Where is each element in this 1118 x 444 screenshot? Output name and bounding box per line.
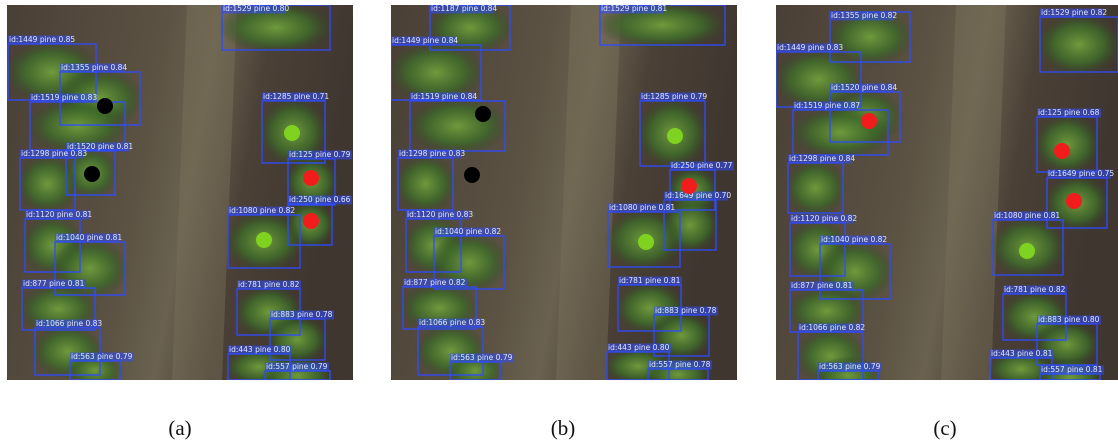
detection-label: id:1529 pine 0.81 xyxy=(601,4,667,13)
marker-dot xyxy=(256,232,272,248)
seedling xyxy=(1033,113,1101,176)
detection-label: id:557 pine 0.79 xyxy=(266,362,328,371)
detection-label: id:1040 pine 0.82 xyxy=(821,235,887,244)
image-panel: id:1355 pine 0.82 id:1529 pine 0.82 id:144… xyxy=(772,5,1118,396)
marker-dot xyxy=(84,166,100,182)
detection-label: id:883 pine 0.78 xyxy=(655,306,717,315)
marker-dot xyxy=(681,178,697,194)
detection-label: id:557 pine 0.81 xyxy=(1041,365,1103,374)
detection-label: id:563 pine 0.79 xyxy=(819,362,881,371)
detection-label: id:781 pine 0.82 xyxy=(238,280,300,289)
detection-label: id:1040 pine 0.82 xyxy=(435,227,501,236)
detection-label: id:1449 pine 0.83 xyxy=(777,43,843,52)
detection-label: id:443 pine 0.80 xyxy=(608,343,670,352)
seedling xyxy=(1036,358,1104,396)
detection-label: id:1187 pine 0.84 xyxy=(431,4,497,13)
marker-dot xyxy=(284,125,300,141)
marker-dot xyxy=(638,234,654,250)
seedling xyxy=(789,106,892,159)
detection-label: id:125 pine 0.79 xyxy=(289,150,351,159)
detection-label: id:563 pine 0.79 xyxy=(71,352,133,361)
detection-label: id:883 pine 0.78 xyxy=(271,310,333,319)
detection-label: id:1529 pine 0.82 xyxy=(1041,8,1107,17)
detection-label: id:1066 pine 0.83 xyxy=(419,318,485,327)
seedling xyxy=(16,154,79,214)
detection-label: id:781 pine 0.82 xyxy=(1004,285,1066,294)
marker-dot xyxy=(303,213,319,229)
detection-label: id:877 pine 0.81 xyxy=(791,281,853,290)
detection-label: id:557 pine 0.78 xyxy=(649,360,711,369)
figure: id:1449 pine 0.85 id:1529 pine 0.80 id:135… xyxy=(0,0,1118,444)
marker-dot xyxy=(475,106,491,122)
seedling xyxy=(1036,13,1118,76)
panel-caption: (a) xyxy=(168,416,191,440)
detection-label: id:1080 pine 0.81 xyxy=(994,211,1060,220)
detection-label: id:1649 pine 0.70 xyxy=(665,191,731,200)
marker-dot xyxy=(1019,243,1035,259)
detection-label: id:1285 pine 0.71 xyxy=(263,92,329,101)
detection-label: id:1529 pine 0.80 xyxy=(223,4,289,13)
detection-label: id:1520 pine 0.84 xyxy=(831,83,897,92)
image-panel: id:1449 pine 0.85 id:1529 pine 0.80 id:135… xyxy=(4,1,353,395)
panel-caption: (c) xyxy=(933,416,956,440)
detection-label: id:1080 pine 0.82 xyxy=(229,206,295,215)
detection-label: id:443 pine 0.80 xyxy=(229,345,291,354)
seedling xyxy=(784,159,847,217)
marker-dot xyxy=(1054,143,1070,159)
detection-label: id:1649 pine 0.75 xyxy=(1048,169,1114,178)
marker-dot xyxy=(667,128,683,144)
panel-caption: (b) xyxy=(551,416,576,440)
detection-label: id:443 pine 0.81 xyxy=(991,349,1053,358)
detection-label: id:250 pine 0.77 xyxy=(671,161,733,170)
detection-label: id:1355 pine 0.82 xyxy=(831,11,897,20)
marker-dot xyxy=(97,98,113,114)
detection-label: id:1040 pine 0.81 xyxy=(56,233,122,242)
detection-label: id:1519 pine 0.84 xyxy=(411,92,477,101)
image-panel: id:1187 pine 0.84 id:1529 pine 0.81 id:144… xyxy=(387,1,737,394)
detection-label: id:250 pine 0.66 xyxy=(289,195,351,204)
marker-dot xyxy=(464,167,480,183)
marker-dot xyxy=(1066,193,1082,209)
detection-label: id:1298 pine 0.83 xyxy=(399,149,465,158)
detection-label: id:1519 pine 0.87 xyxy=(794,101,860,110)
detection-label: id:883 pine 0.80 xyxy=(1038,315,1100,324)
detection-label: id:877 pine 0.81 xyxy=(23,279,85,288)
seedling xyxy=(394,154,457,214)
detection-label: id:1066 pine 0.83 xyxy=(36,319,102,328)
detection-label: id:1285 pine 0.79 xyxy=(641,92,707,101)
detection-label: id:1120 pine 0.81 xyxy=(26,210,92,219)
detection-label: id:1080 pine 0.81 xyxy=(609,203,675,212)
marker-dot xyxy=(303,170,319,186)
detection-label: id:125 pine 0.68 xyxy=(1038,108,1100,117)
page: id:1449 pine 0.85 id:1529 pine 0.80 id:135… xyxy=(0,0,1118,444)
detection-label: id:1120 pine 0.83 xyxy=(407,210,473,219)
detection-label: id:1355 pine 0.84 xyxy=(61,63,127,72)
detection-label: id:1298 pine 0.83 xyxy=(21,149,87,158)
detection-label: id:1298 pine 0.84 xyxy=(789,154,855,163)
detection-label: id:877 pine 0.82 xyxy=(404,278,466,287)
seedling xyxy=(406,97,509,155)
marker-dot xyxy=(861,113,877,129)
detection-label: id:1519 pine 0.83 xyxy=(31,93,97,102)
detection-label: id:1120 pine 0.82 xyxy=(791,214,857,223)
detection-label: id:781 pine 0.81 xyxy=(619,276,681,285)
detection-label: id:563 pine 0.79 xyxy=(451,353,513,362)
detection-label: id:1449 pine 0.85 xyxy=(9,35,75,44)
detection-label: id:1449 pine 0.84 xyxy=(392,36,458,45)
detection-label: id:1066 pine 0.82 xyxy=(799,323,865,332)
